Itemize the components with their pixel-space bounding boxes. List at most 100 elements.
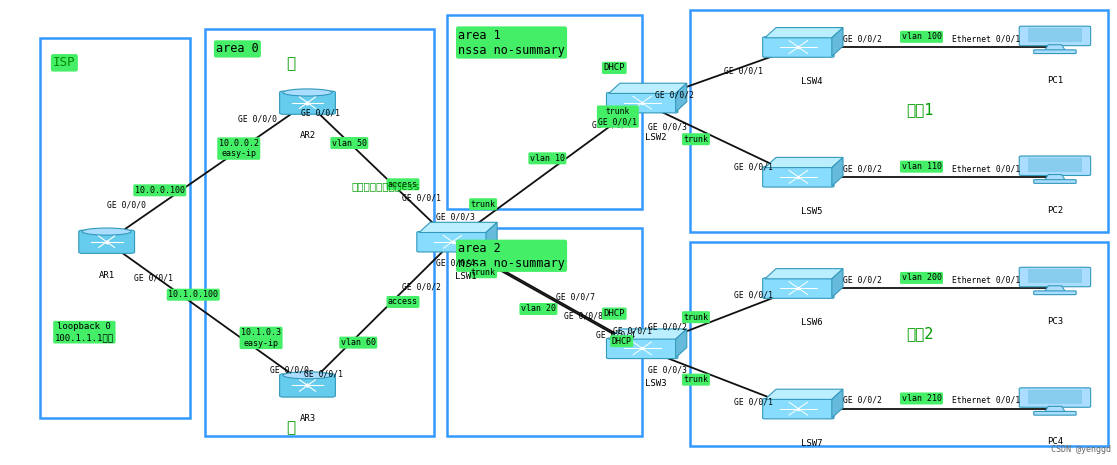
Text: vlan 210: vlan 210: [901, 394, 942, 403]
Text: GE 0/0/3: GE 0/0/3: [436, 212, 475, 221]
Text: LSW3: LSW3: [645, 379, 667, 387]
Text: LSW6: LSW6: [801, 318, 822, 327]
Text: GE 0/0/0: GE 0/0/0: [106, 200, 145, 210]
Text: GE 0/0/2: GE 0/0/2: [402, 282, 441, 292]
Text: GE 0/0/1: GE 0/0/1: [304, 370, 343, 379]
Text: GE 0/0/2: GE 0/0/2: [656, 91, 695, 100]
Text: GE 0/0/0: GE 0/0/0: [270, 365, 309, 374]
Text: trunk: trunk: [470, 200, 496, 209]
Text: DHCP: DHCP: [603, 63, 626, 73]
Text: GE 0/0/8: GE 0/0/8: [564, 312, 603, 321]
Text: GE 0/0/0: GE 0/0/0: [238, 115, 277, 124]
Text: 10.0.0.2
easy-ip: 10.0.0.2 easy-ip: [219, 139, 259, 158]
FancyBboxPatch shape: [1033, 291, 1076, 295]
Polygon shape: [832, 269, 843, 298]
Polygon shape: [676, 83, 687, 112]
Text: Ethernet 0/0/1: Ethernet 0/0/1: [952, 396, 1020, 405]
Text: GE 0/0/7: GE 0/0/7: [556, 292, 595, 301]
Text: LSW2: LSW2: [645, 133, 667, 142]
Polygon shape: [765, 269, 843, 279]
Text: GE 0/0/1: GE 0/0/1: [300, 109, 340, 118]
Text: access: access: [388, 298, 418, 306]
FancyBboxPatch shape: [417, 232, 488, 252]
FancyBboxPatch shape: [1028, 158, 1082, 172]
Polygon shape: [1043, 286, 1066, 293]
Text: PC4: PC4: [1047, 438, 1063, 446]
FancyBboxPatch shape: [763, 166, 834, 187]
Text: PC1: PC1: [1047, 76, 1063, 85]
Text: vlan 20: vlan 20: [521, 305, 556, 313]
Text: DHCP: DHCP: [603, 309, 626, 318]
Text: 备: 备: [286, 420, 295, 435]
FancyBboxPatch shape: [1019, 267, 1090, 287]
Text: AR1: AR1: [98, 271, 115, 279]
Text: GE 0/0/3: GE 0/0/3: [648, 123, 687, 132]
Text: vlan 100: vlan 100: [901, 33, 942, 41]
FancyBboxPatch shape: [1019, 388, 1090, 407]
Text: Ethernet 0/0/1: Ethernet 0/0/1: [952, 34, 1020, 43]
Text: Ethernet 0/0/1: Ethernet 0/0/1: [952, 164, 1020, 173]
Ellipse shape: [83, 228, 131, 235]
Text: LSW5: LSW5: [801, 207, 822, 216]
Text: PC3: PC3: [1047, 317, 1063, 326]
Text: CSDN @yenggd: CSDN @yenggd: [1051, 445, 1110, 454]
Text: GE 0/0/2: GE 0/0/2: [843, 164, 882, 173]
Text: area 0: area 0: [216, 42, 259, 55]
Text: vlan 60: vlan 60: [341, 338, 375, 347]
Text: GE 0/0/1: GE 0/0/1: [734, 162, 773, 171]
Text: AR2: AR2: [299, 132, 315, 140]
Text: LSW4: LSW4: [801, 77, 822, 86]
FancyBboxPatch shape: [763, 399, 834, 419]
FancyBboxPatch shape: [763, 278, 834, 299]
Polygon shape: [1043, 406, 1066, 413]
Text: GE 0/0/1: GE 0/0/1: [134, 273, 173, 282]
Text: trunk: trunk: [470, 268, 496, 277]
FancyBboxPatch shape: [763, 37, 834, 57]
Text: GE 0/0/1: GE 0/0/1: [402, 193, 441, 202]
FancyBboxPatch shape: [79, 230, 134, 253]
Polygon shape: [1043, 45, 1066, 52]
FancyBboxPatch shape: [607, 93, 678, 113]
Text: 楼宇1: 楼宇1: [907, 103, 934, 118]
Text: vlan 10: vlan 10: [529, 154, 565, 163]
Text: loopback 0
100.1.1.1测试: loopback 0 100.1.1.1测试: [55, 322, 114, 342]
Text: trunk: trunk: [684, 375, 708, 384]
Polygon shape: [832, 157, 843, 186]
FancyBboxPatch shape: [279, 91, 335, 114]
Text: LSW7: LSW7: [801, 439, 822, 448]
Polygon shape: [832, 27, 843, 56]
Text: 10.0.0.100: 10.0.0.100: [135, 186, 184, 195]
Text: area 1
nssa no-summary: area 1 nssa no-summary: [458, 28, 565, 57]
Text: trunk: trunk: [684, 135, 708, 144]
Polygon shape: [609, 329, 687, 339]
Polygon shape: [765, 27, 843, 38]
Text: PC2: PC2: [1047, 206, 1063, 215]
Text: Ethernet 0/0/1: Ethernet 0/0/1: [952, 275, 1020, 284]
Text: GE 0/0/1: GE 0/0/1: [734, 290, 773, 299]
Text: 核心就当作是做了css: 核心就当作是做了css: [351, 181, 420, 191]
Text: GE 0/0/4: GE 0/0/4: [436, 259, 475, 267]
FancyBboxPatch shape: [1033, 50, 1076, 53]
Text: trunk
GE 0/0/1: trunk GE 0/0/1: [599, 107, 638, 126]
FancyBboxPatch shape: [1019, 26, 1090, 46]
Polygon shape: [832, 389, 843, 418]
Text: 10.1.0.100: 10.1.0.100: [169, 290, 218, 299]
Text: ISP: ISP: [54, 56, 76, 69]
Text: 主: 主: [286, 56, 295, 71]
Text: vlan 110: vlan 110: [901, 162, 942, 171]
FancyBboxPatch shape: [1028, 269, 1082, 284]
Text: area 2
nssa no-summary: area 2 nssa no-summary: [458, 242, 565, 270]
Text: 10.1.0.3
easy-ip: 10.1.0.3 easy-ip: [241, 328, 281, 347]
FancyBboxPatch shape: [1033, 412, 1076, 415]
Polygon shape: [486, 222, 497, 251]
Text: LSW1: LSW1: [455, 272, 477, 281]
Text: GE 0/0/4: GE 0/0/4: [592, 120, 631, 129]
FancyBboxPatch shape: [279, 374, 335, 397]
Polygon shape: [765, 157, 843, 167]
Text: GE 0/0/1: GE 0/0/1: [612, 326, 651, 335]
Text: GE 0/0/3: GE 0/0/3: [648, 365, 687, 374]
Text: GE 0/0/2: GE 0/0/2: [843, 275, 882, 284]
FancyBboxPatch shape: [1019, 156, 1090, 175]
FancyBboxPatch shape: [1033, 179, 1076, 183]
Polygon shape: [609, 83, 687, 93]
